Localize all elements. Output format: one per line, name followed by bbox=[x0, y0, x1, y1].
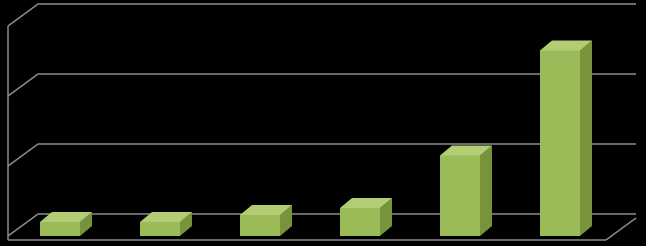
bar bbox=[40, 222, 80, 236]
bar-top bbox=[140, 212, 192, 222]
grid-line bbox=[7, 3, 636, 27]
grid-line bbox=[7, 143, 636, 167]
bar-side bbox=[80, 212, 92, 236]
bar-top bbox=[340, 198, 392, 208]
bar bbox=[540, 50, 580, 236]
bar-top bbox=[40, 212, 92, 222]
bar-top bbox=[440, 145, 492, 156]
bar bbox=[340, 208, 380, 236]
bar bbox=[440, 155, 480, 236]
bar-side bbox=[580, 40, 592, 236]
bar bbox=[240, 215, 280, 236]
bar-side bbox=[180, 212, 192, 236]
bar-top bbox=[240, 205, 292, 215]
bar-side bbox=[380, 198, 392, 236]
bar-side bbox=[280, 205, 292, 236]
grid-line bbox=[7, 73, 636, 97]
floor-right-edge bbox=[605, 217, 637, 241]
grid-line bbox=[7, 213, 636, 237]
bar-top bbox=[540, 40, 592, 51]
bar bbox=[140, 222, 180, 236]
bar-side bbox=[480, 145, 492, 236]
